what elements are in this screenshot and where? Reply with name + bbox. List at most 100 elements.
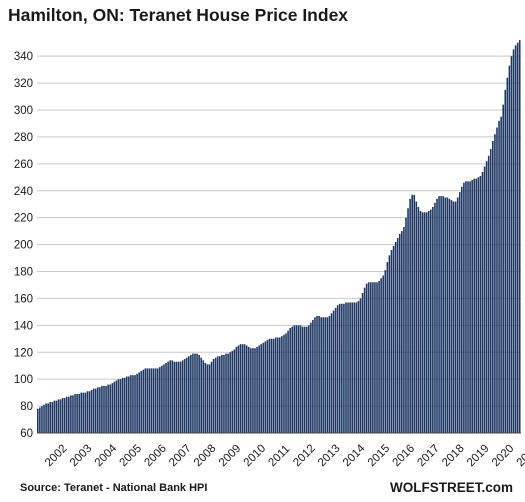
bar: [198, 354, 200, 433]
bar: [361, 293, 364, 433]
y-tick-label: 180: [14, 267, 33, 279]
bar: [119, 379, 122, 433]
x-tick-label: 2003: [68, 443, 95, 470]
bar: [500, 116, 502, 433]
bar: [185, 357, 188, 433]
bar: [212, 358, 215, 433]
bar: [90, 389, 93, 433]
y-tick-label: 160: [14, 293, 33, 305]
bar: [243, 344, 246, 433]
x-tick-label: 2009: [217, 443, 244, 470]
bar: [221, 354, 223, 433]
bar: [502, 104, 504, 433]
bar: [376, 282, 378, 433]
bar: [516, 42, 519, 433]
bar: [134, 375, 136, 433]
bar: [299, 325, 302, 433]
bar: [434, 202, 436, 433]
bar: [175, 361, 178, 433]
bar: [99, 387, 101, 433]
bar: [41, 406, 43, 433]
bar: [370, 282, 372, 433]
bar: [285, 333, 287, 433]
bar: [161, 365, 163, 433]
bar: [39, 407, 41, 433]
bar: [92, 388, 95, 433]
y-tick-label: 80: [20, 401, 33, 413]
bar: [132, 375, 134, 433]
bar: [276, 337, 279, 433]
bar: [297, 325, 300, 433]
bar: [506, 77, 509, 433]
bar: [167, 361, 169, 433]
bar: [125, 376, 128, 433]
bar: [345, 302, 347, 433]
y-tick-label: 100: [14, 374, 33, 386]
bar: [512, 49, 515, 434]
x-tick-label: 2013: [316, 443, 343, 470]
bar: [109, 384, 111, 433]
bar: [165, 363, 167, 433]
bar: [113, 381, 116, 433]
bar: [372, 282, 374, 433]
chart-title: Hamilton, ON: Teranet House Price Index: [8, 5, 349, 25]
x-tick-label: 2012: [291, 443, 318, 470]
bar: [332, 310, 335, 433]
bar: [485, 161, 488, 433]
bar: [436, 198, 438, 433]
bar: [307, 325, 310, 433]
bar: [351, 302, 353, 433]
bar: [272, 338, 275, 433]
bar: [214, 357, 217, 433]
y-tick-label: 340: [14, 51, 33, 63]
bar: [192, 353, 194, 433]
y-tick-label: 260: [14, 159, 33, 171]
y-tick-label: 280: [14, 132, 33, 144]
bar: [239, 344, 242, 433]
bar: [384, 270, 387, 433]
bar: [322, 317, 325, 433]
bar: [258, 345, 260, 433]
x-tick-label: 2018: [440, 443, 467, 470]
bar: [467, 181, 469, 433]
bar: [454, 201, 457, 433]
x-tick-label: 2020: [490, 443, 517, 470]
bar: [57, 399, 60, 433]
bar: [450, 200, 453, 433]
bar: [396, 237, 399, 433]
bar: [295, 325, 298, 433]
bar: [223, 354, 225, 433]
bar: [187, 356, 190, 433]
bar: [338, 303, 341, 433]
bar: [510, 56, 513, 433]
bar: [254, 348, 256, 433]
bar: [74, 393, 76, 433]
bar: [409, 198, 411, 433]
bar: [477, 177, 480, 433]
bar: [473, 178, 476, 433]
bar: [518, 40, 521, 433]
bar: [392, 245, 395, 433]
bar: [121, 377, 124, 433]
bar: [334, 307, 337, 433]
bar: [498, 120, 500, 433]
bar: [61, 398, 64, 433]
bar: [130, 375, 132, 433]
bar: [173, 361, 176, 433]
bar: [225, 353, 227, 433]
bar: [84, 392, 87, 433]
bar: [159, 367, 161, 433]
bar: [150, 368, 153, 433]
x-tick-label: 2007: [167, 443, 194, 470]
bar: [324, 317, 327, 433]
bar: [326, 317, 329, 433]
bar: [394, 241, 397, 433]
bar: [494, 134, 496, 434]
bar: [227, 353, 229, 433]
bar: [200, 357, 203, 433]
bar: [411, 194, 413, 433]
bar: [80, 392, 83, 433]
bar: [312, 319, 314, 433]
bar: [140, 371, 143, 433]
bar: [148, 368, 151, 433]
